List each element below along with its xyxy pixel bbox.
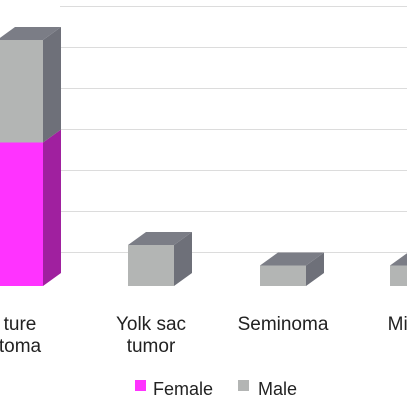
bar-male-3 [390,253,407,286]
category-label: Yolk sac [116,314,186,335]
legend-swatch-female [135,380,146,391]
legend-label-male: Male [258,379,297,399]
bar-front [128,245,174,286]
category-label: tumor [127,336,176,357]
bar-front [0,40,43,143]
legend: Female Male [135,379,297,399]
bar-male-2 [260,252,324,286]
bar-side [43,129,61,286]
bar-top [260,252,324,266]
category-label: Seminoma [238,314,329,335]
bar-side [174,232,192,286]
category-label: ture [4,314,37,335]
category-label: toma [0,336,42,357]
legend-label-female: Female [153,379,213,399]
bar-front [260,265,306,286]
gridlines [60,6,407,253]
bar-side [43,27,61,143]
bar-female-0 [0,129,61,286]
bar-male-0 [0,27,61,143]
bar-front [390,265,407,286]
legend-swatch-male [238,380,249,391]
bar-top [390,253,407,266]
bar-male-1 [128,232,192,286]
bar-top [0,27,61,40]
bar-top [128,232,192,245]
bars [0,27,407,286]
bar-front [0,142,43,286]
bar-side [306,252,324,286]
category-label: Mixed [388,314,407,335]
